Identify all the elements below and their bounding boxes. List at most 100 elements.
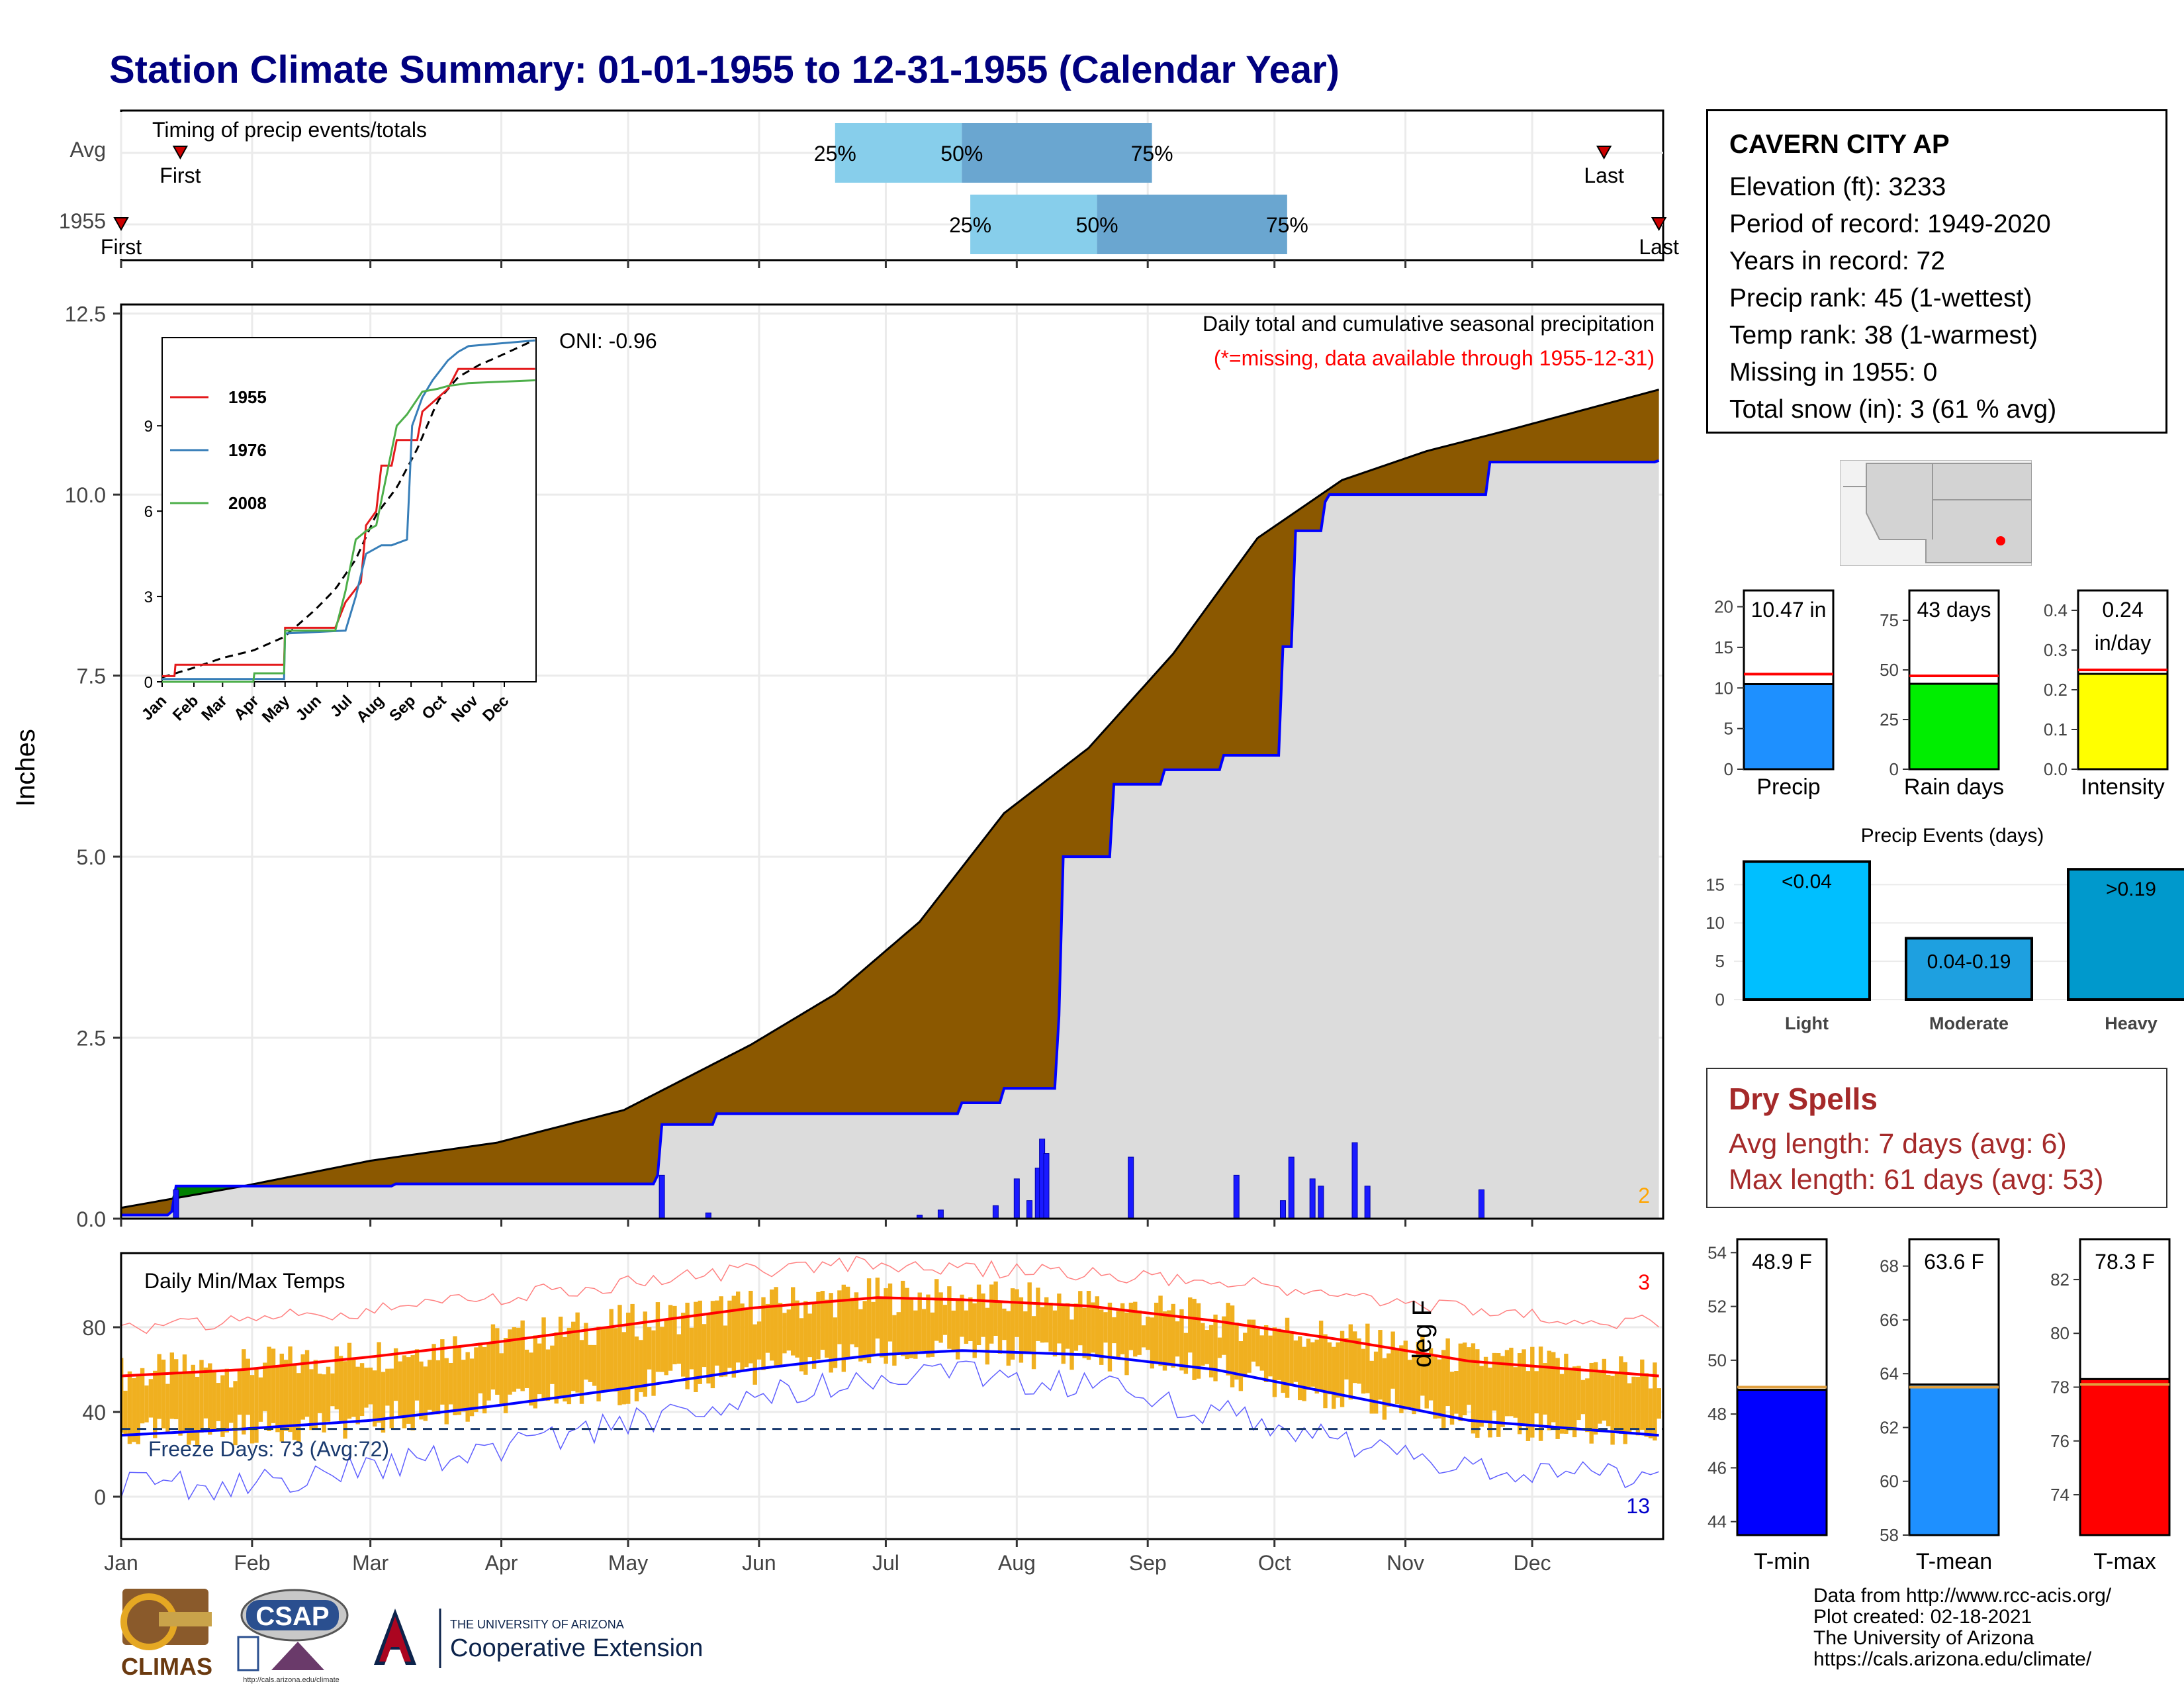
station-temp-rank: Temp rank: 38 (1-warmest) [1729, 321, 2038, 350]
footer-data-source[interactable]: Data from http://www.rcc-acis.org/ [1813, 1585, 2112, 1607]
station-snow: Total snow (in): 3 (61 % avg) [1729, 395, 2057, 424]
precip-ytick-label: 20 [1714, 597, 1733, 617]
events-ytick-label: 10 [1706, 913, 1725, 933]
daily-temp-bar [1268, 1335, 1273, 1377]
daily-temp-bar [1378, 1330, 1383, 1400]
events-bar-light [1743, 860, 1871, 1001]
month-axis: Jan Feb Mar Apr May Jun Jul Aug Sep Oct Nov Dec [104, 1539, 1551, 1575]
daily-temp-bar [1277, 1329, 1281, 1380]
daily-temp-bar [1509, 1347, 1514, 1417]
daily-temp-bar [752, 1324, 757, 1385]
daily-temp-bar [1082, 1307, 1087, 1358]
daily-temp-bar [896, 1312, 901, 1352]
daily-temp-bar [1095, 1296, 1100, 1357]
daily-temp-bar [1086, 1291, 1091, 1360]
footer-url[interactable]: https://cals.arizona.edu/climate/ [1813, 1648, 2092, 1670]
daily-temp-bar [761, 1297, 766, 1370]
inset-series-2008 [162, 379, 535, 683]
daily-temp-bar [1631, 1376, 1636, 1430]
daily-temp-bar [630, 1303, 635, 1388]
daily-temp-bar [1019, 1297, 1024, 1363]
daily-temp-bar [173, 1359, 179, 1419]
daily-temp-bar [1167, 1310, 1171, 1366]
daily-temp-bar [854, 1292, 859, 1348]
daily-temp-bar [554, 1332, 559, 1404]
daily-temp-bar [1572, 1366, 1577, 1438]
avg-first-label: First [159, 164, 201, 187]
events-xlabel: Moderate [1929, 1013, 2009, 1033]
daily-temp-bar [778, 1303, 783, 1367]
daily-temp-bar [660, 1327, 664, 1372]
daily-temp-bar [195, 1376, 200, 1446]
daily-temp-bar [972, 1303, 977, 1358]
daily-temp-bar [617, 1305, 622, 1405]
daily-temp-bar [1445, 1338, 1450, 1407]
daily-temp-bar [887, 1283, 893, 1342]
daily-temp-bar [330, 1373, 335, 1407]
station-location-dot [1996, 536, 2005, 545]
timing-label: Timing of precip events/totals [152, 118, 427, 142]
daily-temp-bar [1314, 1339, 1319, 1394]
ua-extension-logo[interactable]: THE UNIVERSITY OF ARIZONA Cooperative Ex… [361, 1602, 745, 1675]
daily-temp-bar [905, 1288, 909, 1360]
daily-temp-bar [1057, 1293, 1062, 1344]
daily-temp-bar [490, 1324, 496, 1390]
daily-precip-bar [1026, 1200, 1032, 1219]
daily-temp-bar [410, 1355, 415, 1430]
daily-temp-bar [453, 1336, 457, 1415]
daily-temp-bar [444, 1358, 449, 1425]
daily-temp-bar [1052, 1310, 1058, 1357]
daily-temp-bar [1488, 1368, 1492, 1438]
temp-ylabel: deg F [1408, 1300, 1437, 1368]
daily-temp-bar [921, 1309, 927, 1351]
daily-precip-bar [1128, 1156, 1134, 1219]
intensity-ytick-label: 0.0 [2044, 759, 2068, 779]
daily-temp-bar [900, 1280, 905, 1356]
daily-temp-bar [833, 1317, 838, 1368]
daily-temp-bar [474, 1347, 478, 1413]
daily-temp-bar [541, 1317, 546, 1401]
state-shape [1866, 463, 2032, 563]
month-label: Apr [485, 1551, 518, 1575]
daily-temp-bar [1394, 1348, 1400, 1405]
daily-temp-bar [368, 1367, 373, 1405]
footer-plot-created: Plot created: 02-18-2021 [1813, 1606, 2032, 1628]
inset-series-1955 [162, 367, 535, 677]
raindays-ytick-label: 0 [1889, 759, 1899, 779]
daily-precip-bar [1364, 1186, 1371, 1219]
daily-temp-bar [926, 1294, 931, 1358]
daily-temp-bar [1576, 1366, 1581, 1421]
daily-temp-bar [1247, 1319, 1251, 1373]
daily-temp-bar [1222, 1316, 1226, 1355]
raindays-value-label: 43 days [1917, 598, 1991, 622]
tmin-ytick-label: 48 [1707, 1404, 1727, 1424]
daily-precip-bar [173, 1189, 179, 1219]
daily-temp-bar [1285, 1317, 1290, 1398]
daily-temp-bar [440, 1339, 445, 1405]
daily-temp-bar [694, 1301, 698, 1392]
precip-ytick-label: 15 [1714, 637, 1733, 657]
tmin-bar [1736, 1389, 1828, 1536]
daily-temp-bar [820, 1291, 825, 1350]
daily-temp-bar [917, 1292, 922, 1352]
avg-p75-label: 75% [1131, 142, 1173, 165]
daily-temp-bar [799, 1318, 804, 1372]
daily-temp-bar [300, 1354, 305, 1420]
intensity-bar [2077, 673, 2169, 771]
csap-url: http://cals.arizona.edu/climate [243, 1676, 340, 1684]
csap-logo[interactable]: CSAP http://cals.arizona.edu/climate [232, 1585, 351, 1685]
station-info: CAVERN CITY AP Elevation (ft): 3233 Peri… [1706, 109, 2167, 434]
events-bar-heavy [2067, 868, 2184, 1001]
daily-temp-bar [486, 1343, 491, 1401]
inset-ytick-label: 0 [144, 674, 153, 692]
daily-precip-bar [1479, 1189, 1485, 1219]
daily-temp-bar [343, 1361, 347, 1439]
precip-ytick-label: 12.5 [65, 303, 106, 326]
freeze-days: Freeze Days: 73 (Avg:72) [148, 1437, 389, 1461]
climas-logo[interactable]: CLIMAS [109, 1585, 225, 1685]
daily-temp-bar [1357, 1338, 1361, 1384]
daily-precip-bar [1288, 1156, 1295, 1219]
daily-temp-bar [790, 1287, 796, 1356]
daily-temp-bar [1201, 1323, 1205, 1366]
daily-temp-bar [715, 1300, 719, 1366]
